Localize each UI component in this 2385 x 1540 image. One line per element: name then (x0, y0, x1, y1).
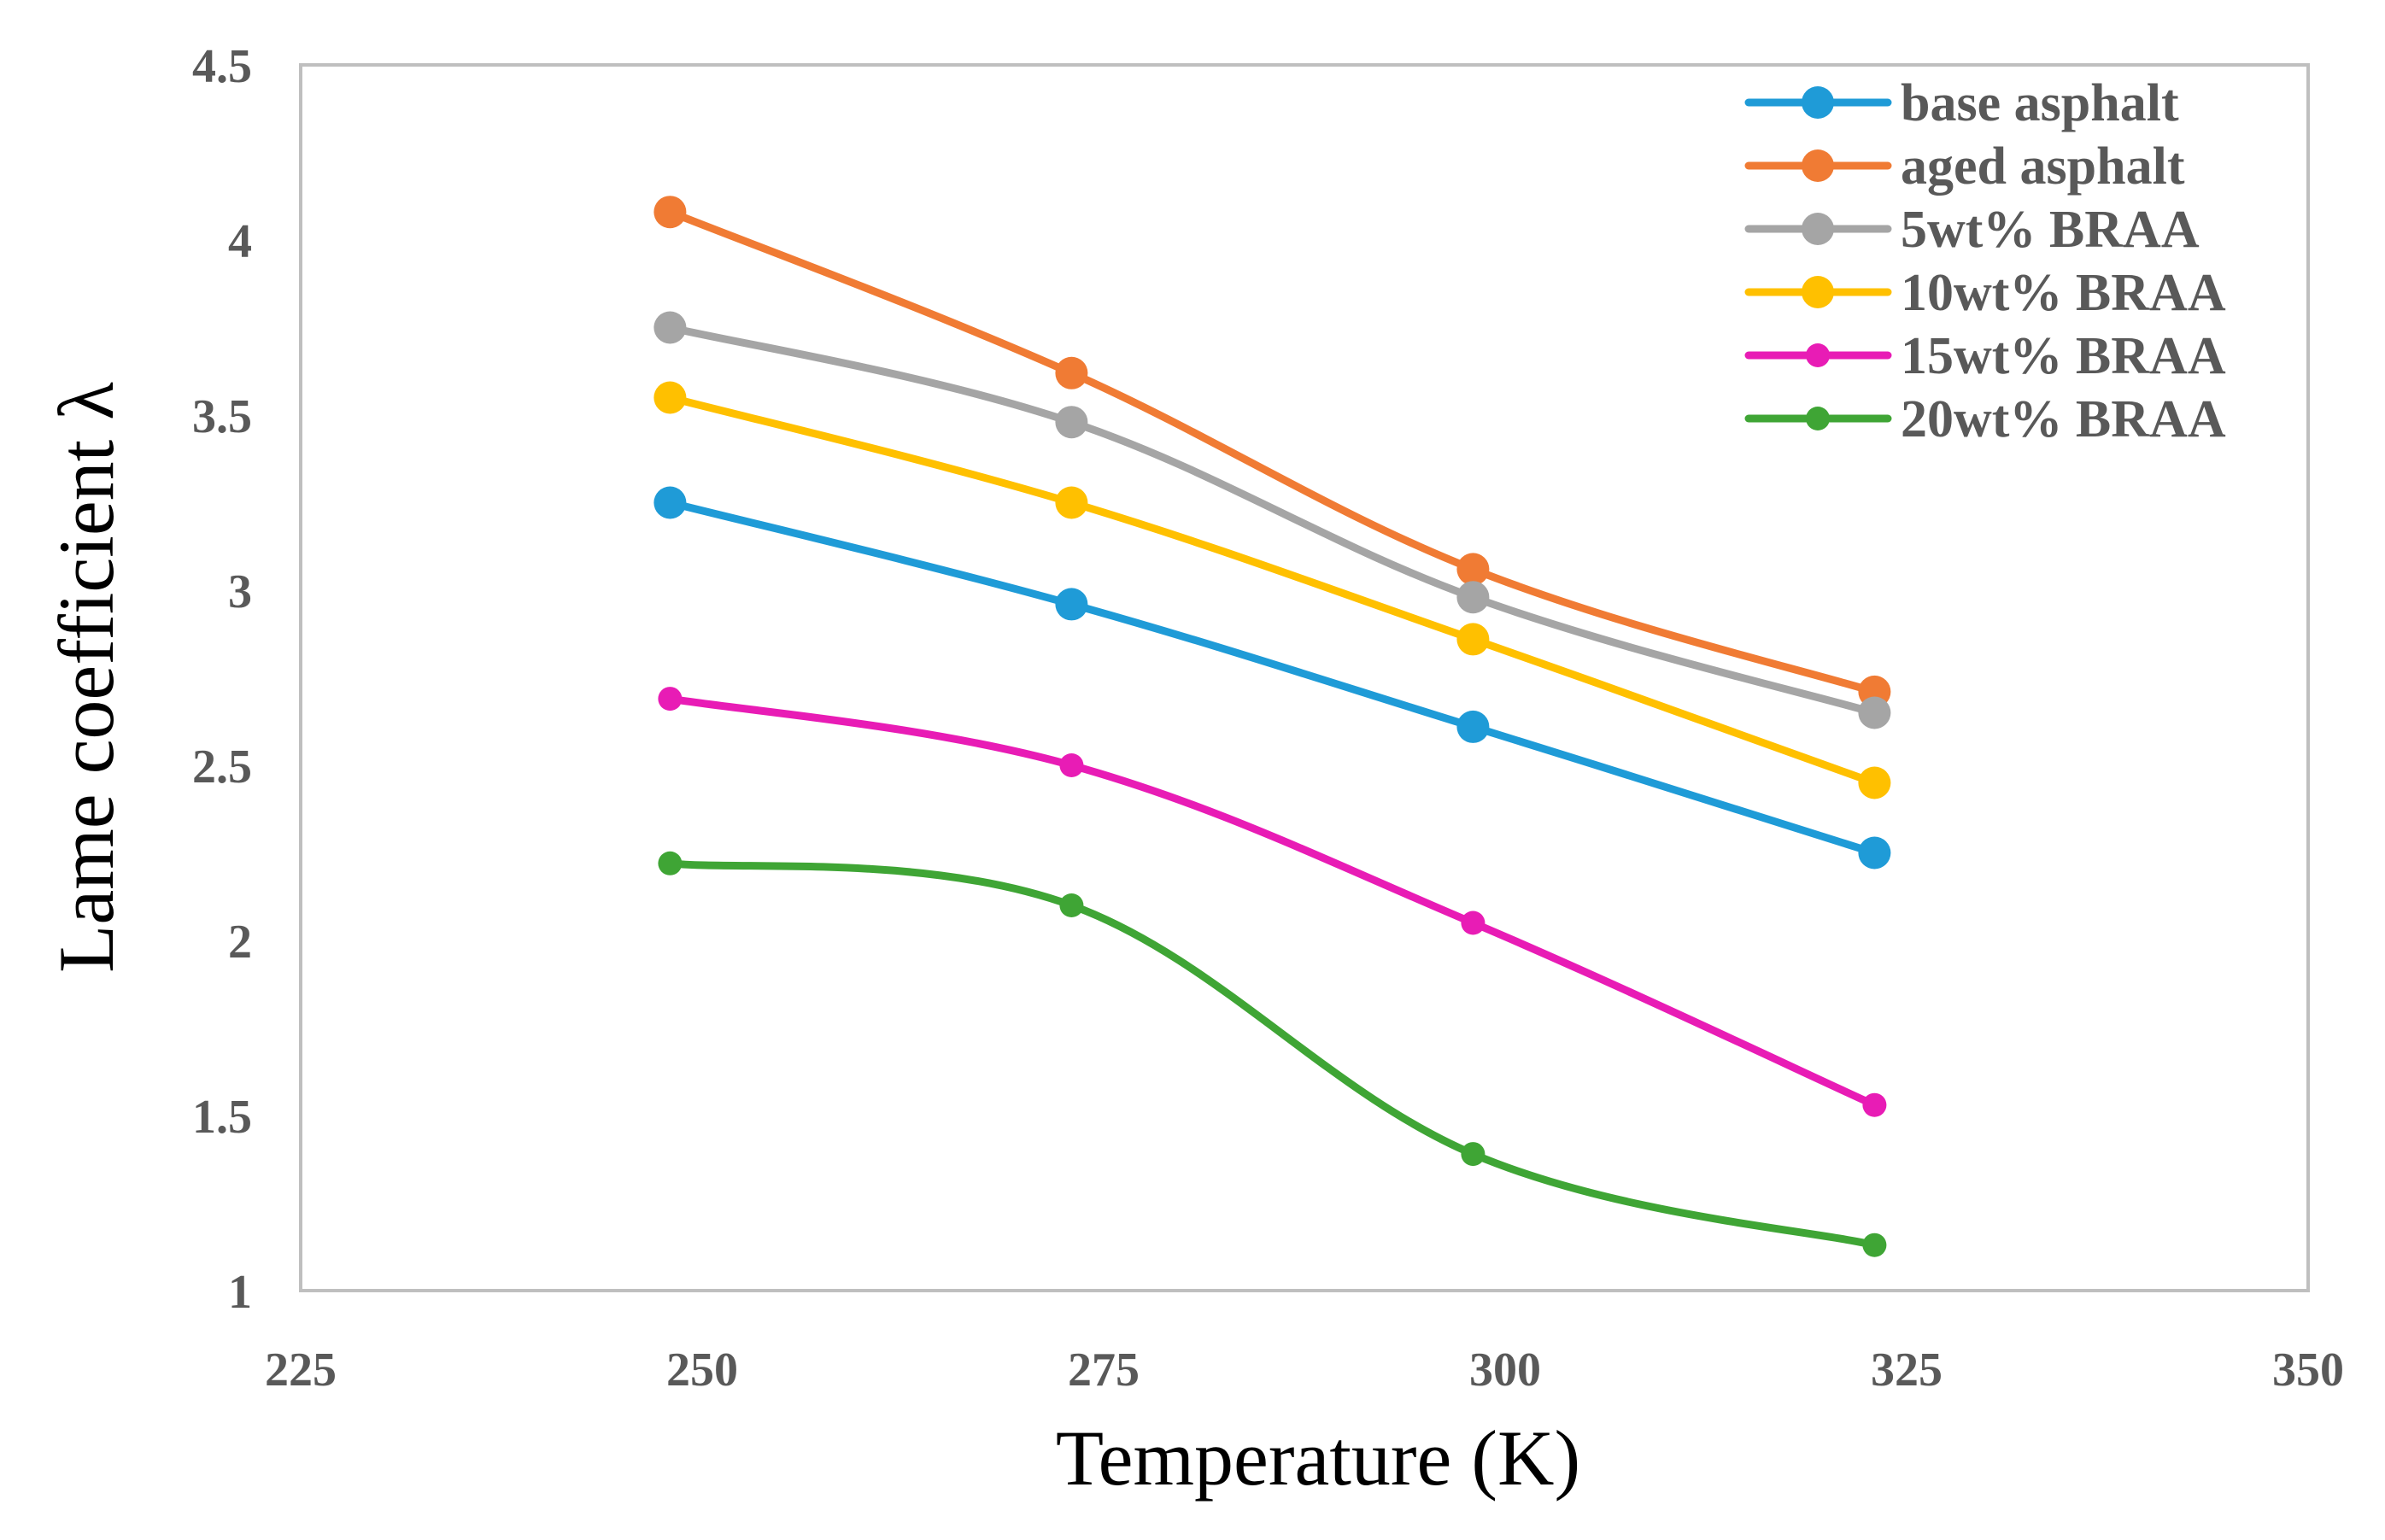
y-tick-label: 3.5 (192, 390, 252, 443)
y-tick-label: 2.5 (192, 741, 252, 793)
data-point (1059, 753, 1084, 777)
legend-label: base asphalt (1901, 74, 2179, 132)
data-point (1055, 406, 1088, 439)
data-point (653, 381, 687, 414)
legend-label: aged asphalt (1901, 138, 2185, 196)
data-point (658, 851, 683, 875)
data-point (653, 196, 687, 229)
x-tick-label: 325 (1871, 1344, 1943, 1397)
legend-item: 5wt% BRAA (1744, 201, 2200, 259)
legend-swatch-marker (1802, 149, 1834, 182)
y-tick-label: 4 (228, 215, 252, 268)
legend-item: aged asphalt (1744, 138, 2185, 196)
legend-item: 15wt% BRAA (1744, 327, 2226, 385)
data-point (1858, 766, 1891, 799)
y-tick-label: 4.5 (192, 40, 252, 93)
legend-swatch-marker (1802, 86, 1834, 119)
series-line-10wtpct-braa (665, 394, 1878, 787)
x-axis-title: Temperature (K) (1056, 1414, 1580, 1502)
legend-swatch-marker (1802, 213, 1834, 245)
series-base-asphalt (653, 486, 1891, 870)
y-tick-label: 1.5 (192, 1091, 252, 1144)
series-line-aged-asphalt (665, 208, 1878, 696)
data-point (653, 311, 687, 344)
data-point (1858, 696, 1891, 729)
series-line-20wtpct-braa (665, 859, 1878, 1250)
data-point (1862, 1233, 1887, 1257)
legend-swatch-marker (1802, 276, 1834, 308)
x-tick-label: 250 (666, 1344, 738, 1397)
plot-area-frame (299, 63, 2310, 1292)
y-tick-label: 3 (228, 565, 252, 618)
data-point (1858, 836, 1891, 870)
legend-label: 10wt% BRAA (1901, 264, 2226, 322)
legend-item: base asphalt (1744, 74, 2179, 132)
data-point (1055, 588, 1088, 621)
x-tick-label: 350 (2272, 1344, 2344, 1397)
data-point (1456, 623, 1490, 656)
series-10wtpct-braa (653, 381, 1891, 799)
data-point (658, 687, 683, 711)
data-point (1862, 1092, 1887, 1117)
series-layer (653, 196, 1891, 1257)
y-axis-title: Lame coefficient λ (43, 382, 130, 973)
x-tick-label: 300 (1469, 1344, 1541, 1397)
legend-label: 5wt% BRAA (1901, 201, 2200, 259)
series-5wtpct-braa (653, 311, 1891, 729)
legend-item: 20wt% BRAA (1744, 390, 2226, 448)
x-tick-label: 275 (1068, 1344, 1140, 1397)
series-20wtpct-braa (658, 851, 1887, 1257)
legend-label: 15wt% BRAA (1901, 327, 2226, 385)
series-aged-asphalt (653, 196, 1891, 708)
series-line-15wtpct-braa (665, 694, 1878, 1110)
data-point (1059, 893, 1084, 917)
x-axis-ticks: 225 250 275 300 325 350 (265, 1344, 2344, 1397)
x-tick-label: 225 (265, 1344, 337, 1397)
y-axis-ticks: 1 1.5 2 2.5 3 3.5 4 4.5 (192, 40, 252, 1319)
legend-item: 10wt% BRAA (1744, 264, 2226, 322)
y-tick-label: 1 (228, 1266, 252, 1319)
series-15wtpct-braa (658, 687, 1887, 1117)
y-tick-label: 2 (228, 916, 252, 969)
legend-label: 20wt% BRAA (1901, 390, 2226, 448)
legend-swatch-marker (1806, 407, 1830, 430)
series-line-base-asphalt (665, 499, 1878, 857)
data-point (1461, 911, 1485, 935)
data-point (1461, 1142, 1485, 1167)
legend-swatch-marker (1806, 343, 1830, 367)
data-point (653, 486, 687, 519)
series-line-5wtpct-braa (665, 324, 1878, 717)
data-point (1456, 581, 1490, 614)
data-point (1456, 710, 1490, 743)
data-point (1456, 553, 1490, 586)
data-point (1055, 356, 1088, 389)
data-point (1055, 486, 1088, 519)
